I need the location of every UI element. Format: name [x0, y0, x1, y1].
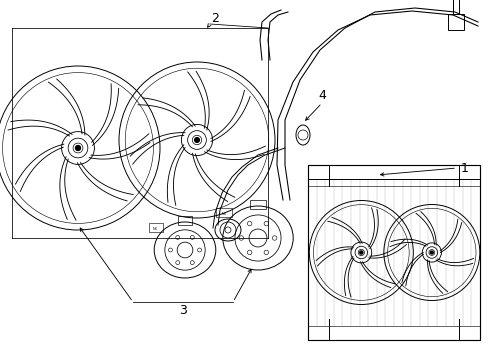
Text: 1: 1	[460, 162, 468, 175]
Bar	[178, 216, 192, 225]
Circle shape	[359, 251, 362, 254]
Circle shape	[429, 251, 432, 254]
Text: 4: 4	[317, 89, 325, 102]
Bar	[216, 208, 232, 217]
Text: 3: 3	[179, 303, 186, 316]
Text: NX: NX	[222, 212, 226, 216]
Bar	[307, 165, 479, 340]
Text: 2: 2	[211, 12, 219, 24]
Text: NX: NX	[153, 227, 158, 231]
Bar	[148, 224, 163, 232]
Circle shape	[75, 145, 81, 150]
Circle shape	[194, 138, 199, 142]
Bar	[447, 14, 463, 30]
Bar	[249, 199, 265, 209]
